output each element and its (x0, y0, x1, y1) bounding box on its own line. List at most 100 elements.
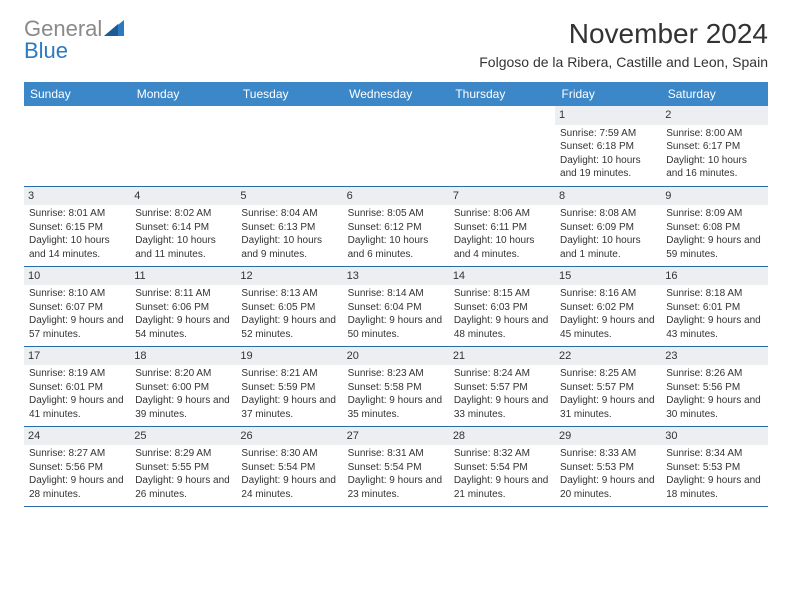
calendar-day-cell: 21Sunrise: 8:24 AMSunset: 5:57 PMDayligh… (449, 346, 555, 426)
daylight-text: Daylight: 9 hours and 18 minutes. (666, 474, 762, 501)
calendar-day-cell: 28Sunrise: 8:32 AMSunset: 5:54 PMDayligh… (449, 426, 555, 506)
calendar-day-cell: 22Sunrise: 8:25 AMSunset: 5:57 PMDayligh… (555, 346, 661, 426)
day-number: 3 (24, 187, 130, 206)
day-number: 24 (24, 427, 130, 446)
day-number: 15 (555, 267, 661, 286)
day-number: 12 (236, 267, 342, 286)
day-number: 1 (555, 106, 661, 125)
calendar-day-cell: 11Sunrise: 8:11 AMSunset: 6:06 PMDayligh… (130, 266, 236, 346)
day-number: 20 (343, 347, 449, 366)
sunrise-text: Sunrise: 8:14 AM (348, 287, 444, 301)
day-number: 9 (661, 187, 767, 206)
day-number: 16 (661, 267, 767, 286)
day-number: 8 (555, 187, 661, 206)
day-number: 23 (661, 347, 767, 366)
sunrise-text: Sunrise: 8:19 AM (29, 367, 125, 381)
sunrise-text: Sunrise: 8:04 AM (241, 207, 337, 221)
sunset-text: Sunset: 6:06 PM (135, 301, 231, 315)
calendar-day-cell: 25Sunrise: 8:29 AMSunset: 5:55 PMDayligh… (130, 426, 236, 506)
calendar-week-row: 10Sunrise: 8:10 AMSunset: 6:07 PMDayligh… (24, 266, 768, 346)
sunset-text: Sunset: 5:58 PM (348, 381, 444, 395)
daylight-text: Daylight: 9 hours and 39 minutes. (135, 394, 231, 421)
sunrise-text: Sunrise: 8:34 AM (666, 447, 762, 461)
sunset-text: Sunset: 5:54 PM (241, 461, 337, 475)
calendar-day-cell: 13Sunrise: 8:14 AMSunset: 6:04 PMDayligh… (343, 266, 449, 346)
sunrise-text: Sunrise: 8:10 AM (29, 287, 125, 301)
calendar-day-cell: 5Sunrise: 8:04 AMSunset: 6:13 PMDaylight… (236, 186, 342, 266)
sunrise-text: Sunrise: 7:59 AM (560, 127, 656, 141)
sunrise-text: Sunrise: 8:08 AM (560, 207, 656, 221)
sunrise-text: Sunrise: 8:06 AM (454, 207, 550, 221)
col-tuesday: Tuesday (236, 82, 342, 106)
calendar-day-cell: 1Sunrise: 7:59 AMSunset: 6:18 PMDaylight… (555, 106, 661, 186)
calendar-day-cell: 26Sunrise: 8:30 AMSunset: 5:54 PMDayligh… (236, 426, 342, 506)
day-number: 26 (236, 427, 342, 446)
day-number: 14 (449, 267, 555, 286)
daylight-text: Daylight: 10 hours and 9 minutes. (241, 234, 337, 261)
daylight-text: Daylight: 9 hours and 23 minutes. (348, 474, 444, 501)
daylight-text: Daylight: 10 hours and 11 minutes. (135, 234, 231, 261)
sunset-text: Sunset: 5:55 PM (135, 461, 231, 475)
sunset-text: Sunset: 6:02 PM (560, 301, 656, 315)
daylight-text: Daylight: 9 hours and 45 minutes. (560, 314, 656, 341)
day-number: 6 (343, 187, 449, 206)
header: General Blue November 2024 Folgoso de la… (24, 18, 768, 70)
sunset-text: Sunset: 5:54 PM (454, 461, 550, 475)
calendar-day-cell: 17Sunrise: 8:19 AMSunset: 6:01 PMDayligh… (24, 346, 130, 426)
location-subtitle: Folgoso de la Ribera, Castille and Leon,… (479, 54, 768, 70)
calendar-day-cell: 19Sunrise: 8:21 AMSunset: 5:59 PMDayligh… (236, 346, 342, 426)
daylight-text: Daylight: 10 hours and 6 minutes. (348, 234, 444, 261)
sunset-text: Sunset: 6:14 PM (135, 221, 231, 235)
sunrise-text: Sunrise: 8:33 AM (560, 447, 656, 461)
calendar-day-cell: 18Sunrise: 8:20 AMSunset: 6:00 PMDayligh… (130, 346, 236, 426)
sunrise-text: Sunrise: 8:24 AM (454, 367, 550, 381)
sunrise-text: Sunrise: 8:25 AM (560, 367, 656, 381)
sunset-text: Sunset: 5:59 PM (241, 381, 337, 395)
brand-text: General Blue (24, 18, 124, 62)
day-number: 11 (130, 267, 236, 286)
col-monday: Monday (130, 82, 236, 106)
calendar-table: Sunday Monday Tuesday Wednesday Thursday… (24, 82, 768, 507)
sunset-text: Sunset: 6:03 PM (454, 301, 550, 315)
col-thursday: Thursday (449, 82, 555, 106)
daylight-text: Daylight: 9 hours and 20 minutes. (560, 474, 656, 501)
sunset-text: Sunset: 5:56 PM (29, 461, 125, 475)
calendar-day-cell: 6Sunrise: 8:05 AMSunset: 6:12 PMDaylight… (343, 186, 449, 266)
weekday-header-row: Sunday Monday Tuesday Wednesday Thursday… (24, 82, 768, 106)
sunset-text: Sunset: 5:53 PM (560, 461, 656, 475)
day-number: 19 (236, 347, 342, 366)
daylight-text: Daylight: 9 hours and 33 minutes. (454, 394, 550, 421)
daylight-text: Daylight: 9 hours and 50 minutes. (348, 314, 444, 341)
calendar-day-cell (449, 106, 555, 186)
sunrise-text: Sunrise: 8:01 AM (29, 207, 125, 221)
daylight-text: Daylight: 10 hours and 16 minutes. (666, 154, 762, 181)
sunset-text: Sunset: 5:54 PM (348, 461, 444, 475)
calendar-day-cell: 2Sunrise: 8:00 AMSunset: 6:17 PMDaylight… (661, 106, 767, 186)
sunset-text: Sunset: 6:17 PM (666, 140, 762, 154)
daylight-text: Daylight: 9 hours and 30 minutes. (666, 394, 762, 421)
calendar-week-row: 17Sunrise: 8:19 AMSunset: 6:01 PMDayligh… (24, 346, 768, 426)
calendar-week-row: 1Sunrise: 7:59 AMSunset: 6:18 PMDaylight… (24, 106, 768, 186)
sunset-text: Sunset: 6:00 PM (135, 381, 231, 395)
daylight-text: Daylight: 9 hours and 43 minutes. (666, 314, 762, 341)
sunrise-text: Sunrise: 8:29 AM (135, 447, 231, 461)
sunset-text: Sunset: 6:12 PM (348, 221, 444, 235)
day-number: 28 (449, 427, 555, 446)
sunrise-text: Sunrise: 8:27 AM (29, 447, 125, 461)
daylight-text: Daylight: 9 hours and 59 minutes. (666, 234, 762, 261)
brand-part2: Blue (24, 38, 68, 63)
calendar-day-cell (24, 106, 130, 186)
brand-triangle-icon (104, 18, 124, 36)
month-title: November 2024 (479, 18, 768, 50)
sunrise-text: Sunrise: 8:16 AM (560, 287, 656, 301)
calendar-week-row: 3Sunrise: 8:01 AMSunset: 6:15 PMDaylight… (24, 186, 768, 266)
daylight-text: Daylight: 9 hours and 28 minutes. (29, 474, 125, 501)
day-number: 4 (130, 187, 236, 206)
sunrise-text: Sunrise: 8:05 AM (348, 207, 444, 221)
day-number: 30 (661, 427, 767, 446)
calendar-day-cell: 30Sunrise: 8:34 AMSunset: 5:53 PMDayligh… (661, 426, 767, 506)
sunrise-text: Sunrise: 8:09 AM (666, 207, 762, 221)
sunrise-text: Sunrise: 8:32 AM (454, 447, 550, 461)
calendar-day-cell: 24Sunrise: 8:27 AMSunset: 5:56 PMDayligh… (24, 426, 130, 506)
calendar-day-cell: 27Sunrise: 8:31 AMSunset: 5:54 PMDayligh… (343, 426, 449, 506)
